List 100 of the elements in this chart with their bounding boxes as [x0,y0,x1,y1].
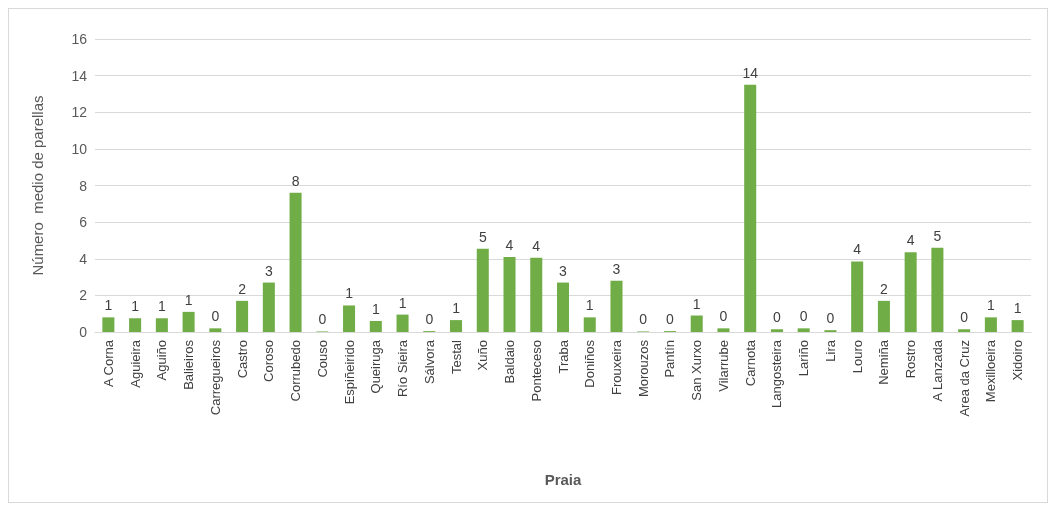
bar [904,252,917,332]
bar [476,248,489,332]
bar [262,282,275,332]
data-label: 2 [880,280,889,297]
x-tick-label: Sálvora [421,339,437,385]
x-tick-label: Xuño [475,340,491,371]
bar [182,311,195,332]
x-tick-label: Baldaio [502,340,518,384]
data-label: 4 [906,232,915,249]
x-tick-label: Doniños [582,339,598,388]
x-tick-label: Nemiña [876,339,892,385]
y-axis-title: Número medio de parellas [29,95,46,276]
x-tick-label: Carregueiros [207,339,223,416]
bar [369,321,382,332]
data-label: 0 [211,308,220,325]
data-label: 1 [1013,300,1022,317]
x-tick-label: Balieiros [181,339,197,390]
y-tick-label: 12 [71,104,88,121]
data-label: 1 [184,291,193,308]
data-label: 1 [157,298,166,315]
x-tick-label: Río Sieira [395,339,411,398]
data-label: 0 [425,311,434,328]
bar [236,300,249,332]
data-label: 0 [826,310,835,327]
x-tick-label: Area da Cruz [956,340,972,417]
bar [770,329,783,332]
data-label: 0 [960,309,969,326]
data-label: 0 [773,309,782,326]
data-label: 5 [478,228,487,245]
data-label: 3 [612,260,621,277]
x-tick-label: A Lanzada [929,339,945,402]
data-label: 0 [318,311,327,328]
y-tick-label: 4 [79,250,88,267]
bar [396,314,409,332]
x-tick-label: Xidoiro [1010,340,1026,381]
bar [877,300,890,332]
x-tick-label: Lariño [796,340,812,377]
y-tick-label: 0 [79,324,88,340]
x-tick-label: Vilarrube [715,340,731,392]
data-label: 1 [104,297,113,314]
x-tick-label: Aguiño [154,340,170,381]
data-label: 1 [585,297,594,314]
x-tick-label: Coroso [261,340,277,382]
data-label: 0 [666,311,675,328]
x-tick-label: San Xurxo [689,340,705,401]
x-tick-label: Langosteira [769,339,785,408]
x-tick-label: Louro [849,340,865,374]
data-label: 14 [742,64,759,81]
data-label: 1 [345,285,354,302]
bar [851,261,864,332]
y-tick-label: 10 [71,140,88,157]
bar [102,317,115,332]
bar [744,84,757,332]
y-tick-label: 2 [79,287,88,304]
x-tick-label: Espiñeirido [341,340,357,405]
x-tick-label: Aguieira [127,339,143,388]
bar [931,247,944,332]
data-label: 0 [639,311,648,328]
data-label: 3 [559,262,568,279]
data-label: 4 [853,241,862,258]
data-label: 1 [452,300,461,317]
bar [155,318,168,332]
x-tick-label: Pantín [662,340,678,378]
x-tick-label: Testal [448,339,464,374]
bar [289,192,302,332]
data-label: 4 [532,237,541,254]
x-tick-label: Traba [555,339,571,374]
y-tick-label: 8 [79,177,88,194]
data-label: 4 [505,236,514,253]
bar [797,328,810,332]
x-tick-label: Mexilloeira [983,339,999,403]
data-label: 1 [131,298,140,315]
data-label: 1 [371,301,380,318]
data-label: 5 [933,227,942,244]
data-label: 3 [264,262,273,279]
x-tick-label: Lira [822,339,838,362]
x-tick-label: A Corna [100,339,116,387]
x-tick-label: Ponteceso [528,340,544,402]
data-label: 1 [692,295,701,312]
bar [503,256,516,332]
y-tick-label: 16 [71,31,88,47]
data-label: 1 [398,294,407,311]
x-tick-label: Morouzos [635,339,651,398]
x-tick-label: Rostro [903,340,919,379]
bar [343,305,356,332]
data-label: 8 [291,172,300,189]
bar [984,317,997,332]
data-label: 2 [238,280,247,297]
bar [556,282,570,332]
x-tick-label: Castro [234,340,250,379]
x-tick-label: Frouxeira [608,339,624,395]
x-tick-label: Corrubedo [288,340,304,402]
bar [958,329,971,332]
bar [530,257,543,332]
x-tick-label: Couso [314,340,330,378]
bar [583,317,596,332]
bar [129,318,142,332]
bar [610,280,623,332]
bar [717,328,730,332]
bar [690,315,703,332]
